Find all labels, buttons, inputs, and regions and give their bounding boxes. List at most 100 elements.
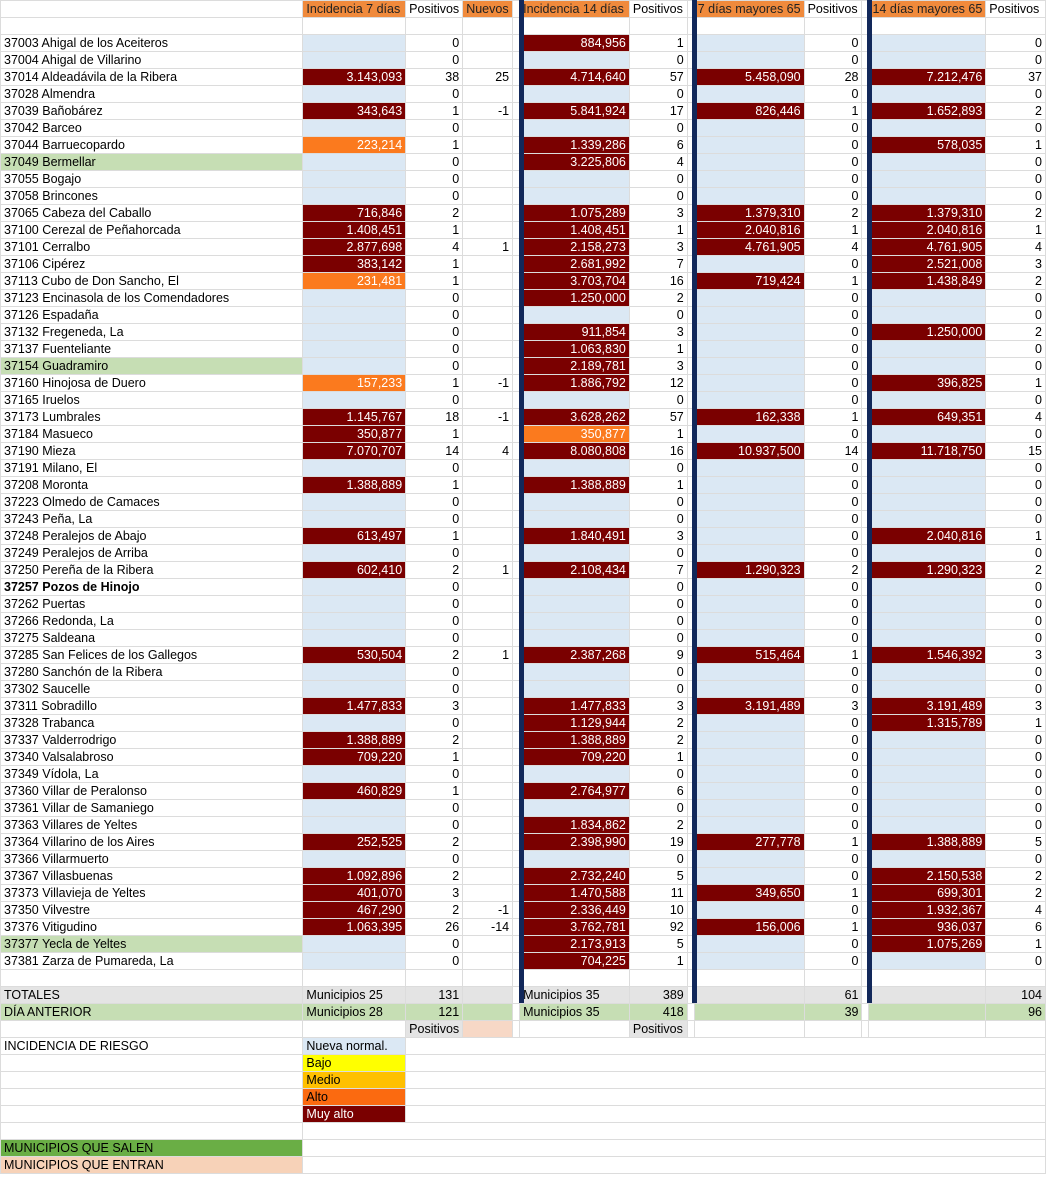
municipality-name[interactable]: 37173 Lumbrales [0,408,304,426]
incidence-14-cell[interactable]: 2.158,273 [519,238,630,256]
positives-over65-7-cell[interactable]: 0 [803,153,863,171]
municipality-name[interactable]: 37364 Villarino de los Aires [0,833,304,851]
incidence-7-cell[interactable]: 0,000 [302,357,407,375]
over65-14-cell[interactable] [868,816,987,834]
positives-14-cell[interactable]: 0 [628,85,688,103]
incidence-7-cell[interactable]: 716,846 [302,204,407,222]
over65-7-cell[interactable] [693,340,805,358]
spacer-cell[interactable] [803,969,863,987]
empty-cell[interactable] [405,1071,1046,1089]
positives-14-cell[interactable]: 0 [628,391,688,409]
totals-blank[interactable] [462,986,514,1004]
positives-14-cell[interactable]: 16 [628,442,688,460]
new-cases-cell[interactable] [462,289,514,307]
over65-7-cell[interactable]: 4.761,905 [693,238,805,256]
positives-over65-7-cell[interactable]: 0 [803,850,863,868]
positives-7-cell[interactable]: 0 [405,765,464,783]
new-cases-cell[interactable] [462,748,514,766]
incidence-7-cell[interactable]: 383,142 [302,255,407,273]
positives-7-cell[interactable]: 1 [405,102,464,120]
positives-over65-14-cell[interactable]: 1 [985,935,1046,953]
empty-cell[interactable] [0,1122,304,1140]
new-cases-cell[interactable]: -1 [462,901,514,919]
incidence-7-cell[interactable]: 613,497 [302,527,407,545]
over65-7-cell[interactable] [693,306,805,324]
incidence-7-cell[interactable]: 343,643 [302,102,407,120]
incidence-14-cell[interactable] [519,459,630,477]
positives-7-cell[interactable]: 0 [405,935,464,953]
new-cases-cell[interactable] [462,255,514,273]
positives-7-cell[interactable]: 0 [405,629,464,647]
positives-14-cell[interactable]: 1 [628,221,688,239]
positives-14-cell[interactable]: 0 [628,595,688,613]
incidence-14-cell[interactable]: 2.681,992 [519,255,630,273]
legend-medio[interactable]: Medio [302,1071,407,1089]
over65-7-cell[interactable] [693,765,805,783]
municipality-name[interactable]: 37154 Guadramiro [0,357,304,375]
positives-over65-14-cell[interactable]: 0 [985,510,1046,528]
totals-blank[interactable] [868,986,987,1004]
municipality-name[interactable]: 37190 Mieza [0,442,304,460]
positives-7-cell[interactable]: 0 [405,85,464,103]
positives-over65-14-cell[interactable]: 0 [985,663,1046,681]
previous-municipalities-14[interactable]: Municipios 35 [519,1003,630,1021]
empty-cell[interactable] [0,1071,304,1089]
municipality-name[interactable]: 37101 Cerralbo [0,238,304,256]
new-cases-cell[interactable] [462,680,514,698]
positives-over65-7-cell[interactable]: 1 [803,272,863,290]
positives-over65-7-cell[interactable]: 28 [803,68,863,86]
municipality-name[interactable]: 37373 Villavieja de Yeltes [0,884,304,902]
positives-over65-7-cell[interactable]: 0 [803,510,863,528]
positives-14-cell[interactable]: 16 [628,272,688,290]
over65-7-cell[interactable] [693,850,805,868]
positives-14-cell[interactable]: 0 [628,765,688,783]
incidence-14-cell[interactable] [519,612,630,630]
new-cases-cell[interactable] [462,731,514,749]
new-cases-cell[interactable] [462,204,514,222]
previous-positives-14[interactable]: 418 [628,1003,688,1021]
incidence-7-cell[interactable]: 3.143,093 [302,68,407,86]
positives-7-cell[interactable]: 0 [405,51,464,69]
over65-14-cell[interactable]: 1.290,323 [868,561,987,579]
positives-7-cell[interactable]: 0 [405,680,464,698]
positives-7-cell[interactable]: 1 [405,272,464,290]
positives-7-cell[interactable]: 0 [405,595,464,613]
positives-14-cell[interactable]: 2 [628,714,688,732]
incidence-7-cell[interactable]: 0,000 [302,153,407,171]
municipality-name[interactable]: 37363 Villares de Yeltes [0,816,304,834]
new-cases-cell[interactable] [462,187,514,205]
over65-7-cell[interactable] [693,816,805,834]
incidence-7-cell[interactable]: 1.063,395 [302,918,407,936]
over65-7-cell[interactable] [693,136,805,154]
spacer-cell[interactable] [519,17,630,35]
incidence-7-cell[interactable]: 1.408,451 [302,221,407,239]
header-positives-7[interactable]: Positivos [405,0,464,18]
over65-7-cell[interactable]: 515,464 [693,646,805,664]
incidence-7-cell[interactable]: 1.388,889 [302,476,407,494]
positives-label-14[interactable]: Positivos [628,1020,688,1038]
new-cases-cell[interactable] [462,51,514,69]
empty-cell[interactable] [0,1020,304,1038]
positives-7-cell[interactable]: 2 [405,833,464,851]
empty-cell[interactable] [405,1088,1046,1106]
over65-7-cell[interactable] [693,255,805,273]
incidence-14-cell[interactable]: 3.762,781 [519,918,630,936]
spacer-cell[interactable] [0,969,304,987]
over65-14-cell[interactable]: 3.191,489 [868,697,987,715]
totals-blank[interactable] [693,986,805,1004]
positives-over65-14-cell[interactable]: 1 [985,136,1046,154]
previous-municipalities-7[interactable]: Municipios 28 [302,1003,407,1021]
positives-over65-14-cell[interactable]: 2 [985,323,1046,341]
positives-7-cell[interactable]: 0 [405,119,464,137]
positives-label-7[interactable]: Positivos [405,1020,464,1038]
positives-7-cell[interactable]: 2 [405,204,464,222]
previous-blank[interactable] [868,1003,987,1021]
over65-14-cell[interactable]: 1.438,849 [868,272,987,290]
municipality-name[interactable]: 37349 Vídola, La [0,765,304,783]
positives-over65-7-cell[interactable]: 3 [803,697,863,715]
positives-over65-14-cell[interactable]: 0 [985,289,1046,307]
empty-cell[interactable] [302,1139,1046,1157]
new-cases-cell[interactable] [462,595,514,613]
new-cases-cell[interactable] [462,765,514,783]
over65-7-cell[interactable]: 2.040,816 [693,221,805,239]
